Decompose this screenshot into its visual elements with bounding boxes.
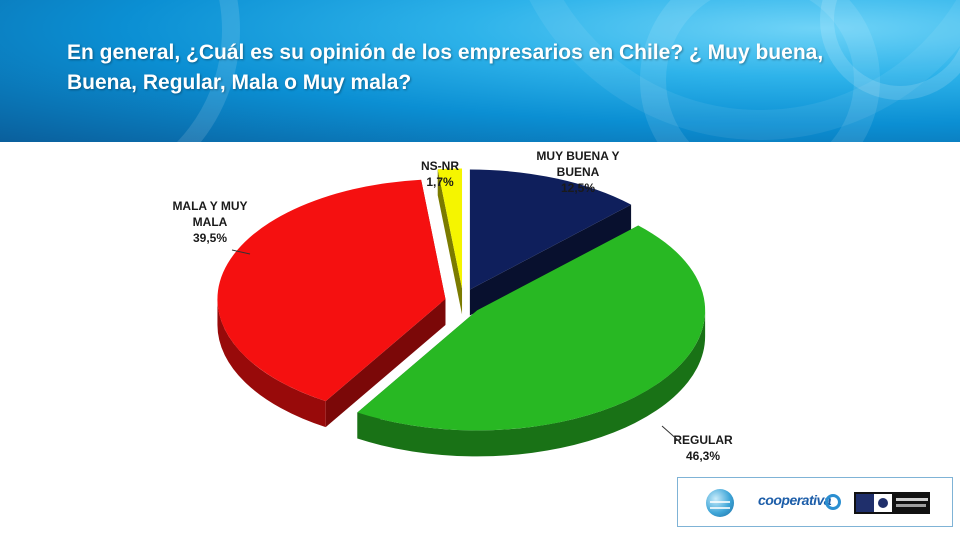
- radio-cooperativa-logo: cooperativa: [758, 492, 832, 508]
- pie-chart: MUY BUENA Y BUENA 12,5% REGULAR 46,3% MALA Y …: [172, 149, 733, 463]
- cooperativa-mark-icon: [825, 494, 841, 510]
- universidad-central-logo: [854, 492, 930, 514]
- footer-logos: cooperativa: [677, 477, 953, 527]
- data-label-mala-y-muy-mala: MALA Y MUY MALA 39,5%: [172, 199, 247, 245]
- data-label-regular: REGULAR 46,3%: [673, 433, 733, 463]
- header-banner: En general, ¿Cuál es su opinión de los e…: [0, 0, 960, 142]
- page-title: En general, ¿Cuál es su opinión de los e…: [67, 41, 824, 94]
- data-label-ns-nr: NS-NR 1,7%: [421, 159, 459, 189]
- data-label-muy-buena-y-buena: MUY BUENA Y BUENA 12,5%: [536, 149, 619, 195]
- leader-line-mala-y-muy-mala: [231, 249, 251, 255]
- globe-logo: [706, 489, 734, 517]
- pie-slice-muy-buena-y-buena: [469, 169, 632, 316]
- leader-line-regular: [661, 425, 681, 443]
- pie-slice-mala-y-muy-mala: [217, 179, 446, 428]
- pie-slice-ns-nr: [437, 168, 463, 315]
- pie-slice-regular: [357, 225, 706, 457]
